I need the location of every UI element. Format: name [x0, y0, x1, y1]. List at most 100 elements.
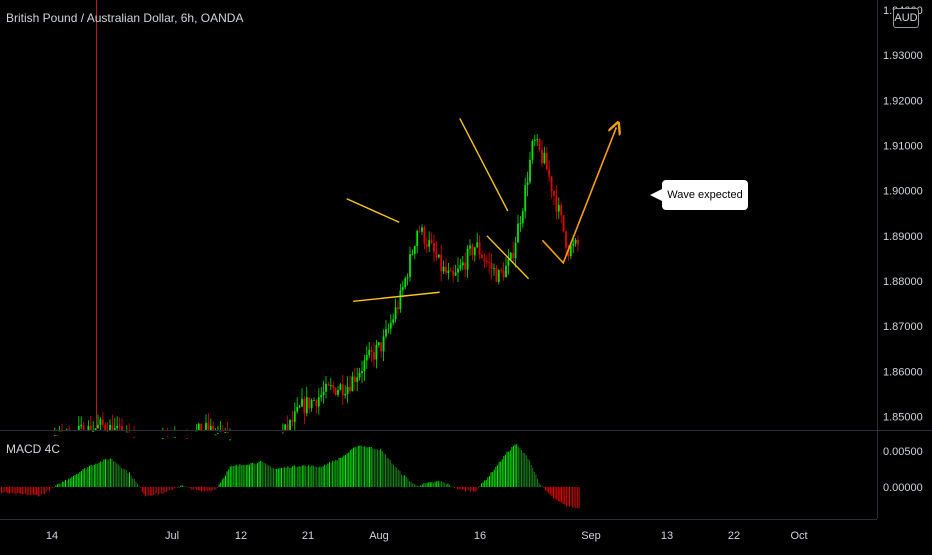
macd-bar	[437, 481, 439, 487]
macd-bar	[49, 487, 50, 492]
candle	[529, 151, 531, 185]
candle	[80, 416, 83, 430]
candle-body	[524, 185, 527, 212]
macd-bar	[361, 445, 362, 487]
macd-bar	[151, 487, 153, 496]
candle-body	[421, 227, 423, 232]
candle	[325, 375, 327, 399]
candle-body	[483, 258, 486, 261]
macd-bar	[455, 487, 457, 488]
macd-bar	[138, 486, 140, 487]
macd-bar	[314, 466, 316, 487]
candle	[104, 422, 107, 430]
candle	[430, 232, 433, 245]
candle	[329, 377, 332, 391]
candle-body	[217, 432, 219, 434]
candle-body	[531, 140, 534, 160]
macd-bar	[17, 487, 18, 493]
macd-bar	[244, 465, 246, 487]
macd-bar	[380, 448, 382, 487]
macd-bar	[90, 464, 92, 487]
macd-bar	[429, 482, 431, 487]
candle	[351, 371, 354, 392]
macd-bar	[457, 487, 458, 490]
candle-body	[519, 223, 522, 224]
price-tick-label: 1.88000	[883, 276, 923, 288]
candle-body	[517, 223, 519, 243]
macd-bar	[498, 461, 500, 487]
candle	[332, 380, 335, 394]
macd-bar	[189, 487, 191, 489]
macd-bar	[572, 487, 574, 508]
macd-bar	[460, 487, 462, 490]
macd-bar	[401, 474, 402, 487]
macd-bar	[156, 487, 158, 494]
candle-body	[392, 319, 395, 323]
macd-bar	[567, 487, 569, 507]
price-tick-label: 1.89000	[883, 231, 923, 243]
macd-bar	[452, 486, 454, 488]
macd-bar	[479, 486, 481, 487]
candle-body	[346, 386, 349, 394]
candle-body	[320, 395, 323, 398]
macd-bar	[370, 446, 372, 487]
candle	[61, 423, 63, 432]
macd-bar	[247, 464, 249, 487]
macd-bar	[415, 485, 417, 487]
candle	[353, 368, 356, 391]
candle-body	[133, 437, 135, 439]
candle-body	[555, 195, 558, 212]
candle	[485, 254, 488, 268]
candle-body	[545, 153, 548, 170]
candle	[339, 382, 342, 391]
time-axis[interactable]: 14 Jul 12 21 Aug 16 Sep 13 22 Oct	[46, 530, 808, 542]
candle-body	[562, 215, 565, 232]
candle	[466, 245, 469, 279]
candle	[555, 185, 558, 220]
macd-bar	[111, 458, 113, 487]
candle	[385, 320, 387, 339]
macd-bar	[303, 465, 305, 487]
macd-bar	[557, 487, 559, 502]
macd-bar	[509, 450, 511, 487]
candle	[101, 411, 104, 428]
candle	[373, 342, 375, 367]
candle-body	[87, 425, 90, 430]
macd-bar	[199, 487, 201, 491]
candle-body	[341, 384, 344, 396]
macd-bar	[87, 467, 89, 487]
macd-axis[interactable]: 0.00500 0.00000	[883, 446, 923, 494]
macd-bar	[449, 484, 450, 487]
macd-bar	[434, 481, 436, 487]
candle-body	[447, 270, 450, 273]
candle-body	[351, 376, 354, 392]
currency-badge[interactable]: AUD	[893, 8, 919, 28]
macd-bar	[109, 458, 111, 487]
pattern-trendline	[486, 235, 530, 280]
candle-body	[440, 254, 443, 272]
drawings[interactable]	[346, 118, 617, 302]
wave-expected-callout[interactable]: Wave expected	[650, 180, 748, 210]
candle-body	[433, 242, 435, 252]
macd-bar	[535, 474, 537, 487]
macd-bar	[185, 486, 186, 488]
candle-body	[226, 432, 229, 433]
candle	[281, 423, 284, 434]
candle-body	[428, 240, 431, 247]
macd-bar	[383, 453, 385, 487]
candle	[92, 420, 95, 432]
candle	[447, 262, 450, 280]
candle	[337, 386, 339, 398]
candles[interactable]	[53, 134, 579, 441]
candle-body	[334, 387, 337, 395]
macd-bar	[540, 484, 542, 487]
candle	[205, 414, 207, 430]
candle	[409, 246, 411, 282]
candle	[512, 241, 515, 264]
candle	[207, 413, 210, 430]
macd-bar	[84, 468, 86, 487]
candle	[394, 298, 397, 323]
macd-histogram[interactable]	[1, 444, 580, 509]
